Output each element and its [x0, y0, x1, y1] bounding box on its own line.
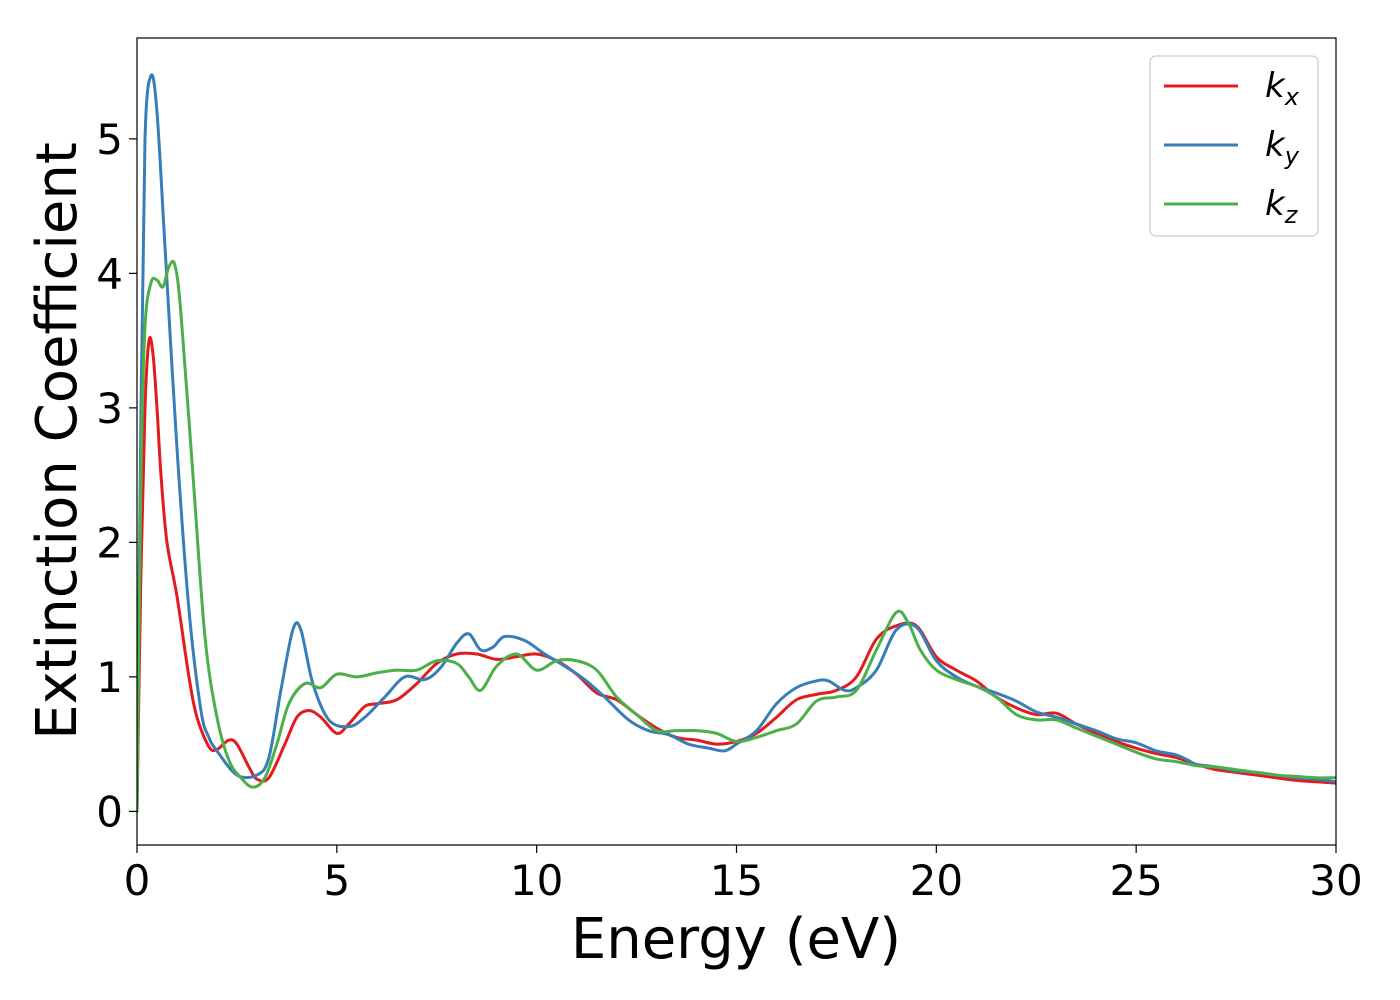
y-tick-label: 0 [96, 787, 123, 836]
series-line-k-z [137, 259, 1336, 813]
x-tick-label: 5 [323, 856, 350, 905]
y-axis-title: Extinction Coefficient [25, 142, 90, 740]
plot-area [137, 38, 1336, 845]
y-tick-label: 2 [96, 518, 123, 567]
x-tick-label: 30 [1309, 856, 1362, 905]
x-tick-label: 0 [124, 856, 151, 905]
x-tick-label: 10 [510, 856, 563, 905]
series-line-k-x [137, 335, 1336, 813]
y-tick-label: 3 [96, 384, 123, 433]
x-axis-title: Energy (eV) [571, 907, 901, 972]
x-tick-label: 15 [710, 856, 763, 905]
x-axis: 0 5 10 15 20 25 30 [124, 845, 1363, 905]
y-axis: 0 1 2 3 4 5 [96, 115, 137, 836]
y-tick-label: 1 [96, 653, 123, 702]
x-tick-label: 20 [910, 856, 963, 905]
y-tick-label: 4 [96, 249, 123, 298]
series-layer [137, 73, 1336, 813]
x-tick-label: 25 [1109, 856, 1162, 905]
series-line-k-y [137, 73, 1336, 813]
y-tick-label: 5 [96, 115, 123, 164]
